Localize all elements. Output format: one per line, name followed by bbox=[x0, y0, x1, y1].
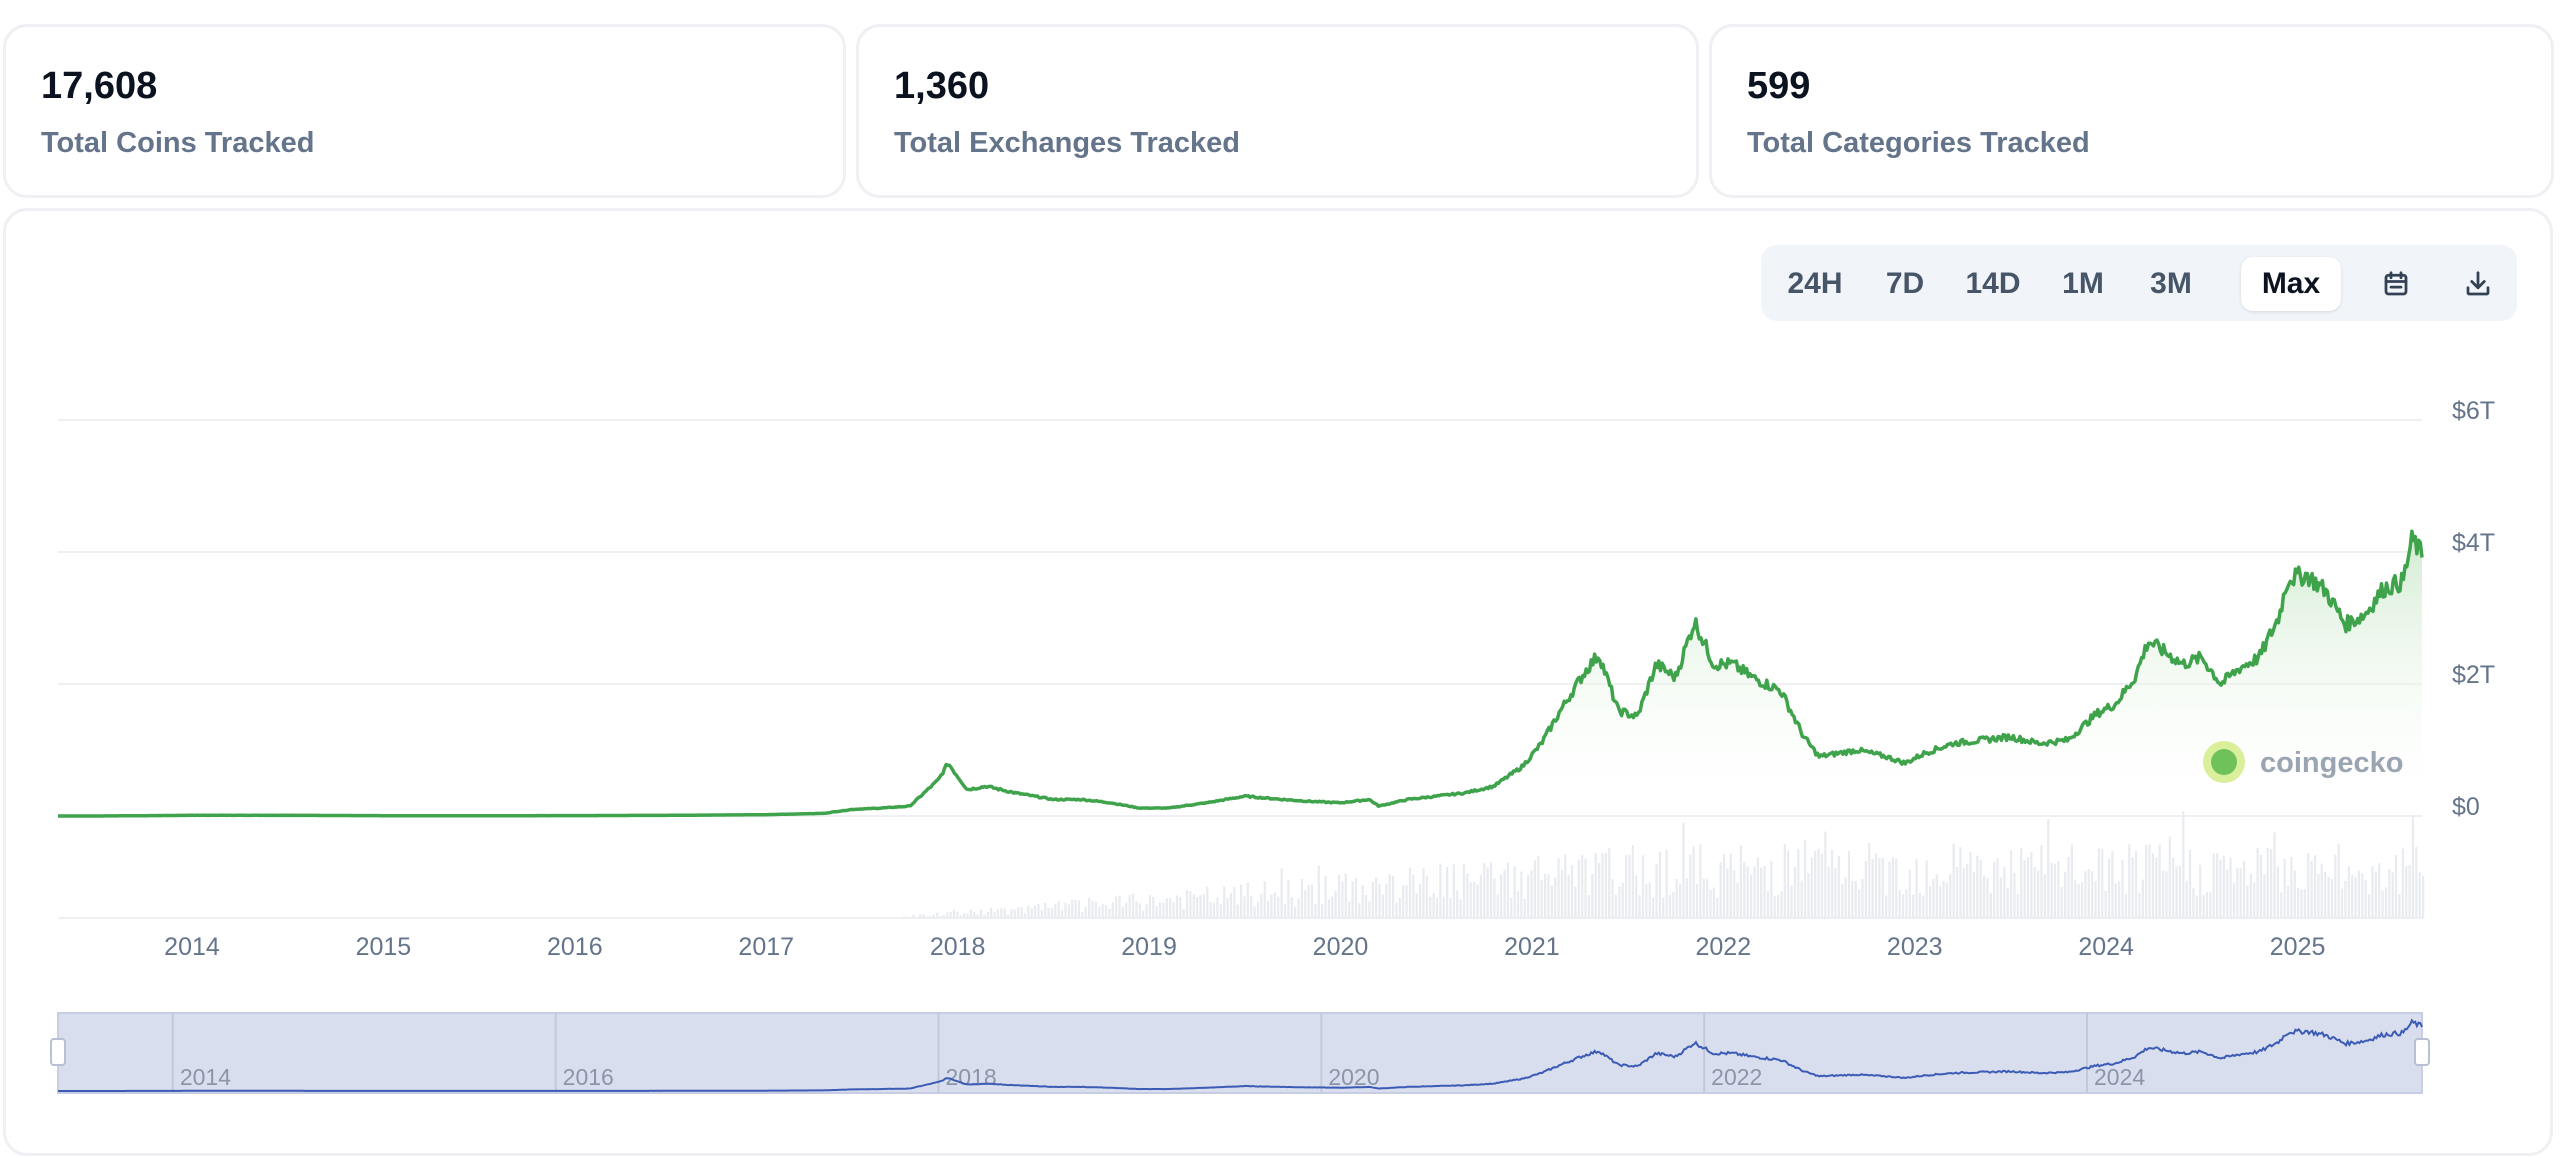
range-button-7d[interactable]: 7D bbox=[1885, 267, 1925, 300]
stat-value: 17,608 bbox=[41, 65, 158, 107]
stat-label: Total Exchanges Tracked bbox=[894, 127, 1240, 159]
range-button-max[interactable]: Max bbox=[2241, 257, 2341, 311]
stat-value: 599 bbox=[1747, 65, 1811, 107]
range-button-14d[interactable]: 14D bbox=[1965, 267, 2021, 300]
stat-label: Total Categories Tracked bbox=[1747, 127, 2090, 159]
range-button-24h[interactable]: 24H bbox=[1787, 267, 1843, 300]
stat-card-coins: 17,608 Total Coins Tracked bbox=[3, 24, 846, 198]
stat-label: Total Coins Tracked bbox=[41, 127, 315, 159]
download-icon[interactable] bbox=[2451, 257, 2505, 311]
stat-card-categories: 599 Total Categories Tracked bbox=[1709, 24, 2554, 198]
calendar-icon[interactable] bbox=[2369, 257, 2423, 311]
range-button-3m[interactable]: 3M bbox=[2150, 267, 2192, 300]
stat-card-exchanges: 1,360 Total Exchanges Tracked bbox=[856, 24, 1699, 198]
market-cap-chart-card bbox=[3, 208, 2553, 1156]
time-range-selector: 24H 7D 14D 1M 3M Max bbox=[1761, 245, 2517, 321]
range-button-1m[interactable]: 1M bbox=[2062, 267, 2104, 300]
stat-value: 1,360 bbox=[894, 65, 990, 107]
